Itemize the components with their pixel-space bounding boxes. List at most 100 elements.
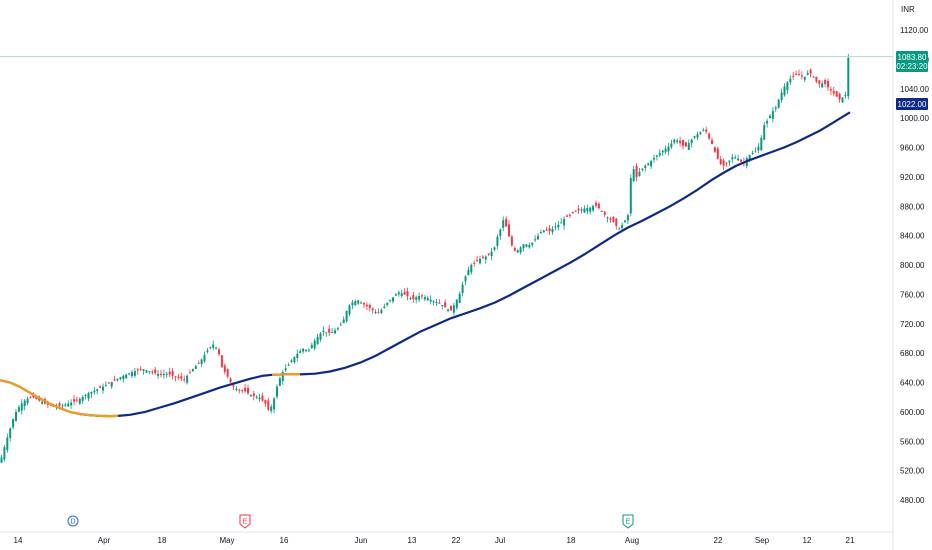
candle-body: [786, 82, 789, 91]
candle-body: [154, 369, 157, 374]
candle-body: [566, 215, 568, 217]
candle-body: [415, 297, 418, 300]
candle-body: [696, 134, 699, 138]
candle-body: [319, 333, 322, 340]
candle-body: [777, 99, 780, 108]
candle-body: [81, 396, 84, 401]
candle-body: [647, 163, 650, 166]
candle-body: [406, 291, 409, 297]
candle-body: [473, 262, 476, 264]
candle-body: [734, 157, 737, 159]
candle-body: [522, 244, 525, 249]
time-tick-label: May: [219, 536, 234, 545]
candle-body: [229, 378, 232, 383]
candle-body: [499, 229, 502, 237]
price-axis[interactable]: 480.00 520.00 560.00 600.00 640.00 680.00 720.…: [900, 26, 929, 505]
candle-body: [180, 376, 183, 379]
candle-body: [763, 125, 766, 140]
candle-body: [386, 302, 389, 305]
candle-body: [432, 301, 435, 303]
candle-body: [519, 247, 522, 253]
candle-body: [70, 402, 73, 406]
candle-body: [281, 371, 284, 381]
candle-body: [464, 276, 467, 282]
candle-body: [679, 140, 682, 144]
candle-body: [829, 89, 832, 91]
candle-body: [806, 72, 809, 75]
candle-body: [713, 147, 716, 152]
candle-body: [508, 224, 510, 237]
candle-body: [641, 168, 644, 171]
candle-body: [360, 302, 363, 304]
candle-body: [687, 143, 690, 151]
candle-body: [684, 142, 687, 147]
candle-body: [644, 165, 647, 168]
candle-body: [397, 292, 400, 295]
candle-body: [525, 244, 528, 247]
candle-body: [670, 143, 673, 148]
candle-body: [252, 393, 255, 397]
candle-body: [589, 207, 592, 212]
candle-body: [136, 369, 139, 371]
candle-body: [284, 368, 287, 371]
candle-body: [354, 301, 357, 306]
candle-body: [467, 269, 470, 276]
time-tick-label: 14: [14, 536, 23, 545]
candle-body: [148, 371, 151, 373]
price-tick-label: 960.00: [900, 144, 925, 153]
candle-body: [122, 375, 125, 380]
candle-body: [609, 218, 612, 220]
candle-body: [235, 388, 238, 390]
ma-value-badge: 1022.00: [896, 98, 928, 110]
candle-body: [699, 132, 702, 135]
price-tick-label: 1000.00: [900, 114, 929, 123]
candle-body: [151, 371, 154, 373]
candle-body: [769, 115, 771, 119]
time-tick-label: Aug: [625, 536, 639, 545]
candle-body: [664, 148, 667, 153]
bar-countdown: 02:23:20: [896, 62, 928, 71]
candle-body: [708, 133, 711, 139]
candle-body: [287, 364, 290, 366]
candle-body: [531, 242, 534, 245]
time-tick-label: 13: [408, 536, 417, 545]
candle-body: [461, 284, 464, 294]
candle-body: [200, 359, 203, 365]
candle-body: [226, 368, 229, 377]
candle-body: [798, 74, 800, 76]
candle-body: [389, 299, 392, 301]
candle-body: [29, 397, 32, 399]
time-axis[interactable]: 14 Apr 18 May 16 Jun 13 22 Jul 18 Aug 22 Sep 12 21: [14, 536, 855, 545]
candle-body: [302, 348, 305, 352]
candle-body: [104, 385, 107, 387]
candle-body: [827, 81, 829, 88]
candle-body: [307, 349, 310, 351]
candle-body: [479, 258, 481, 264]
ma-value-badge-bg: [896, 98, 928, 110]
candle-body: [99, 386, 102, 388]
candle-body: [73, 399, 75, 402]
candle-body: [116, 378, 119, 381]
candle-body: [548, 228, 551, 232]
candle-body: [110, 381, 113, 387]
candle-body: [133, 371, 136, 376]
candle-body: [592, 205, 595, 211]
candle-body: [452, 305, 455, 313]
candle-body: [571, 212, 574, 214]
candle-body: [299, 351, 302, 354]
candle-body: [383, 306, 386, 308]
candle-body: [328, 328, 331, 333]
candle-body: [223, 365, 226, 372]
candle-body: [9, 428, 12, 439]
candle-body: [409, 297, 412, 299]
candle-body: [290, 360, 293, 362]
price-tick-label: 1120.00: [900, 26, 929, 35]
candle-body: [374, 312, 377, 314]
candle-body: [612, 217, 615, 222]
candle-body: [629, 178, 632, 214]
candle-body: [444, 302, 447, 308]
candle-body: [458, 293, 461, 303]
time-tick-label: 12: [803, 536, 812, 545]
candle-body: [255, 396, 258, 398]
